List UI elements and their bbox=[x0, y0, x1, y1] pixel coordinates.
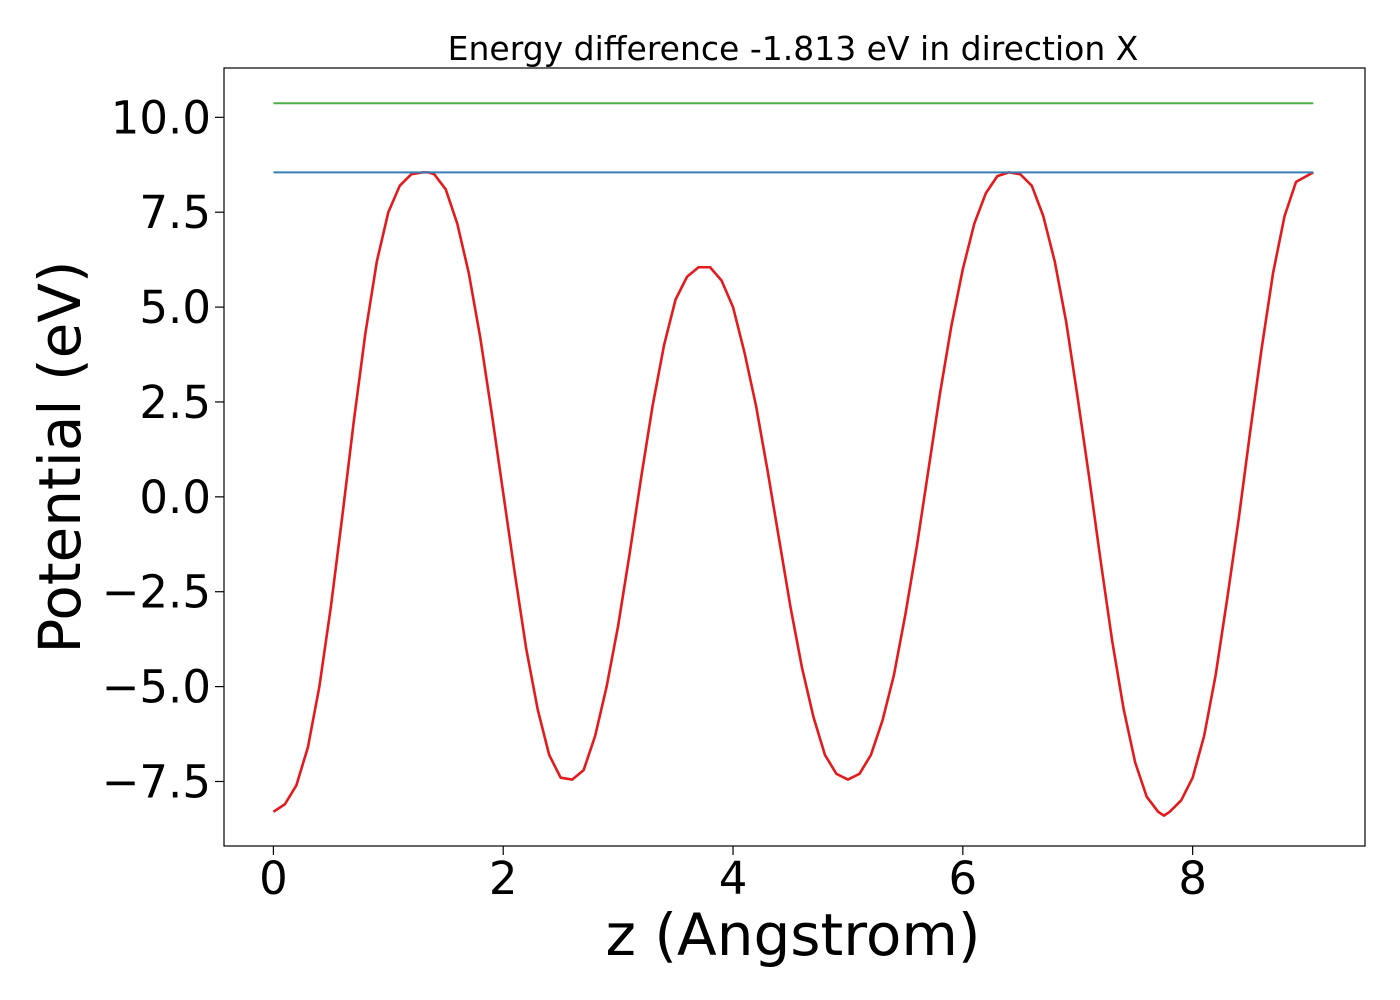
chart-title: Energy difference -1.813 eV in direction… bbox=[448, 29, 1139, 68]
y-tick-label: −7.5 bbox=[102, 755, 211, 808]
x-axis-label: z (Angstrom) bbox=[606, 901, 981, 969]
y-tick-label: 5.0 bbox=[139, 281, 211, 334]
plot-area bbox=[223, 67, 1366, 847]
x-tick-label: 6 bbox=[949, 852, 978, 905]
x-tick-label: 8 bbox=[1178, 852, 1207, 905]
series-layer bbox=[272, 102, 1314, 817]
y-axis-label: Potential (eV) bbox=[26, 260, 94, 653]
y-tick-label: 2.5 bbox=[139, 376, 211, 429]
series-line-1 bbox=[272, 171, 1314, 817]
x-tick-label: 2 bbox=[489, 852, 518, 905]
y-tick-label: −5.0 bbox=[102, 661, 211, 714]
x-tick-label: 0 bbox=[259, 852, 288, 905]
y-tick-label: 0.0 bbox=[139, 471, 211, 524]
x-axis: 0 2 4 6 8 bbox=[259, 846, 1207, 905]
y-tick-label: 10.0 bbox=[111, 91, 211, 144]
y-axis: 10.0 7.5 5.0 2.5 0.0 −2.5 −5.0 −7.5 bbox=[102, 91, 224, 808]
y-tick-label: −2.5 bbox=[102, 566, 211, 619]
y-tick-label: 7.5 bbox=[139, 186, 211, 239]
x-tick-label: 4 bbox=[719, 852, 748, 905]
plot-frame bbox=[223, 67, 1366, 847]
